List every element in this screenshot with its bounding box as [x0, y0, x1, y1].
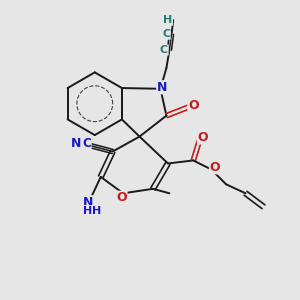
- Text: N: N: [83, 196, 93, 209]
- Text: N: N: [71, 137, 81, 150]
- Text: H: H: [83, 206, 92, 216]
- Text: O: O: [116, 191, 127, 204]
- Text: O: O: [209, 161, 220, 174]
- Text: C: C: [160, 45, 168, 55]
- Text: C: C: [82, 137, 91, 150]
- Text: H: H: [92, 206, 101, 216]
- Text: O: O: [188, 99, 199, 112]
- Text: N: N: [157, 81, 167, 94]
- Text: C: C: [162, 29, 170, 39]
- Text: H: H: [163, 15, 172, 25]
- Text: O: O: [197, 131, 208, 144]
